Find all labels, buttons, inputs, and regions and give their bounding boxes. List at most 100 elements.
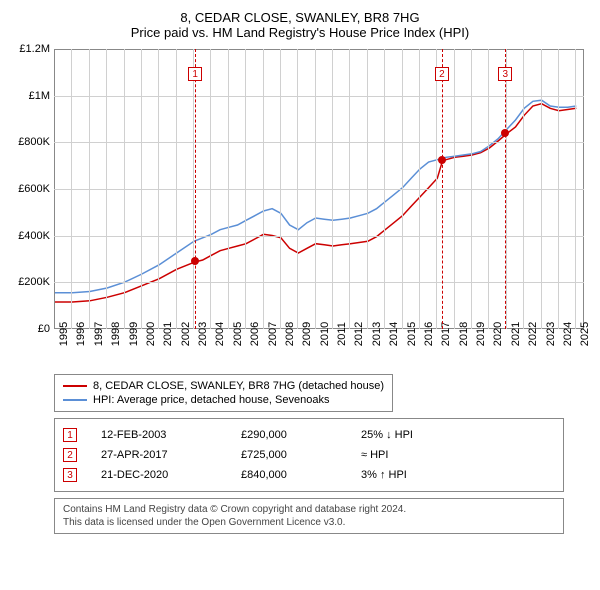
event-hpi: 3% ↑ HPI [361,469,555,481]
gridline-x [228,49,229,329]
xtick-label: 1997 [93,322,105,346]
event-date: 12-FEB-2003 [101,429,241,441]
gridline-x [541,49,542,329]
gridline-x [332,49,333,329]
xtick-label: 2004 [214,322,226,346]
event-date: 21-DEC-2020 [101,469,241,481]
marker-vline [505,49,506,329]
footer: Contains HM Land Registry data © Crown c… [54,498,564,534]
event-row: 2 27-APR-2017£725,000≈ HPI [63,445,555,465]
event-hpi: ≈ HPI [361,449,555,461]
event-hpi: 25% ↓ HPI [361,429,555,441]
gridline-x [402,49,403,329]
data-point [501,129,509,137]
gridline-x [263,49,264,329]
gridline-x [523,49,524,329]
gridline-x [367,49,368,329]
gridline-x [176,49,177,329]
xtick-label: 2023 [545,322,557,346]
xtick-label: 2010 [319,322,331,346]
ytick-label: £400K [18,230,50,242]
plot-area: £0£200K£400K£600K£800K£1M£1.2M1995199619… [10,44,590,374]
event-marker-box: 3 [63,468,77,482]
gridline-x [575,49,576,329]
gridline-x [106,49,107,329]
data-point [438,156,446,164]
xtick-label: 2002 [180,322,192,346]
footer-line-2: This data is licensed under the Open Gov… [63,516,555,529]
gridline-x [419,49,420,329]
xtick-label: 1996 [75,322,87,346]
event-price: £290,000 [241,429,361,441]
xtick-label: 2015 [406,322,418,346]
legend-item: 8, CEDAR CLOSE, SWANLEY, BR8 7HG (detach… [63,379,384,393]
xtick-label: 2019 [475,322,487,346]
gridline-x [315,49,316,329]
series-line-property [55,104,576,302]
xtick-label: 2021 [510,322,522,346]
gridline-x [245,49,246,329]
xtick-label: 2003 [197,322,209,346]
gridline-x [280,49,281,329]
event-marker-box: 2 [63,448,77,462]
gridline-x [349,49,350,329]
data-point [191,257,199,265]
event-row: 3 21-DEC-2020£840,0003% ↑ HPI [63,465,555,485]
chart-subtitle: Price paid vs. HM Land Registry's House … [10,25,590,40]
title-block: 8, CEDAR CLOSE, SWANLEY, BR8 7HG Price p… [10,10,590,40]
event-marker-box: 1 [63,428,77,442]
gridline-x [210,49,211,329]
chart-title: 8, CEDAR CLOSE, SWANLEY, BR8 7HG [10,10,590,25]
gridline-x [471,49,472,329]
xtick-label: 2005 [232,322,244,346]
legend-label: 8, CEDAR CLOSE, SWANLEY, BR8 7HG (detach… [93,380,384,392]
gridline-x [436,49,437,329]
series-line-hpi [55,100,576,293]
xtick-label: 2013 [371,322,383,346]
chart-container: 8, CEDAR CLOSE, SWANLEY, BR8 7HG Price p… [10,10,590,534]
xtick-label: 2011 [336,322,348,346]
gridline-x [488,49,489,329]
xtick-label: 2001 [162,322,174,346]
ytick-label: £1M [29,90,50,102]
gridline-x [193,49,194,329]
gridline-x [454,49,455,329]
marker-label-box: 3 [498,67,512,81]
gridline-x [71,49,72,329]
ytick-label: £0 [38,323,50,335]
ytick-label: £800K [18,136,50,148]
xtick-label: 2000 [145,322,157,346]
ytick-label: £200K [18,276,50,288]
gridline-x [141,49,142,329]
events-table: 1 12-FEB-2003£290,00025% ↓ HPI 2 27-APR-201… [54,418,564,492]
event-price: £840,000 [241,469,361,481]
event-date: 27-APR-2017 [101,449,241,461]
event-price: £725,000 [241,449,361,461]
event-row: 1 12-FEB-2003£290,00025% ↓ HPI [63,425,555,445]
xtick-label: 1995 [58,322,70,346]
xtick-label: 2014 [388,322,400,346]
xtick-label: 2022 [527,322,539,346]
xtick-label: 2025 [579,322,591,346]
marker-vline [442,49,443,329]
marker-vline [195,49,196,329]
xtick-label: 2008 [284,322,296,346]
gridline-x [558,49,559,329]
ytick-label: £600K [18,183,50,195]
legend-label: HPI: Average price, detached house, Seve… [93,394,329,406]
marker-label-box: 2 [435,67,449,81]
xtick-label: 1998 [110,322,122,346]
legend-swatch [63,399,87,401]
gridline-x [384,49,385,329]
legend-item: HPI: Average price, detached house, Seve… [63,393,384,407]
xtick-label: 2018 [458,322,470,346]
gridline-x [89,49,90,329]
gridline-x [297,49,298,329]
gridline-x [158,49,159,329]
legend: 8, CEDAR CLOSE, SWANLEY, BR8 7HG (detach… [54,374,393,412]
gridline-x [124,49,125,329]
xtick-label: 2007 [267,322,279,346]
xtick-label: 2012 [353,322,365,346]
footer-line-1: Contains HM Land Registry data © Crown c… [63,503,555,516]
xtick-label: 2020 [492,322,504,346]
